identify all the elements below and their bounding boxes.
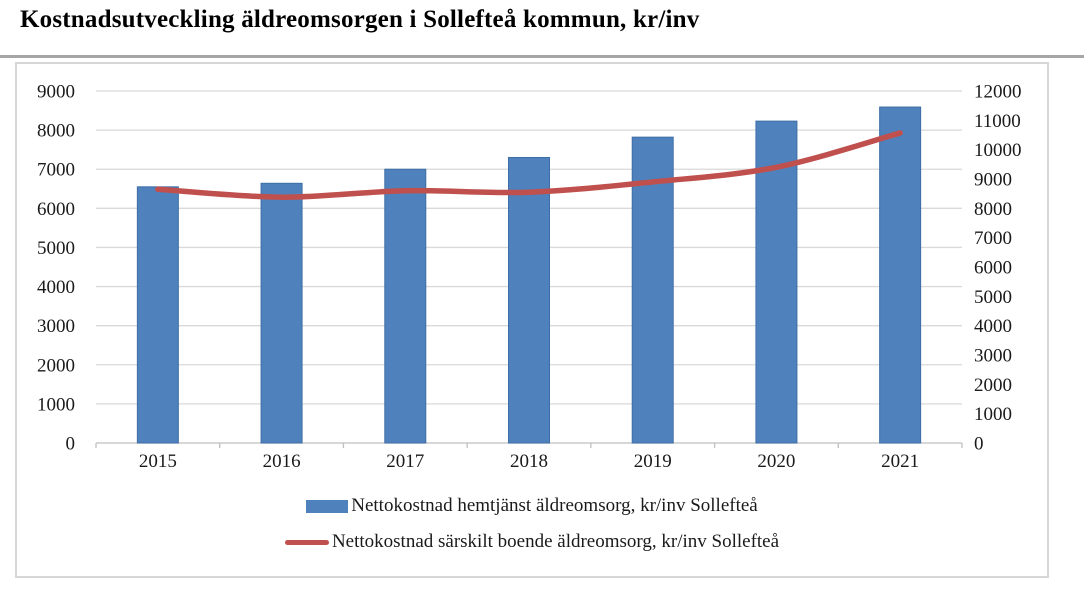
right-axis-tick-label: 3000 (974, 346, 1012, 367)
bar-2018 (508, 156, 550, 444)
bar-2016 (260, 182, 303, 444)
right-axis-tick-label: 6000 (974, 258, 1012, 279)
legend-label-bar-series: Nettokostnad hemtjänst äldreomsorg, kr/i… (351, 495, 758, 516)
bar-2020 (755, 120, 798, 444)
combo-chart-canvas: 0 1000 2000 3000 4000 5000 6000 7000 8000 9000 0 10… (37, 82, 1022, 473)
x-axis-label-2021: 2021 (881, 451, 919, 472)
right-axis-tick-label: 12000 (974, 82, 1022, 103)
bar-2017 (384, 168, 427, 444)
chart-frame: 0 1000 2000 3000 4000 5000 6000 7000 8000 9000 0 10… (15, 62, 1049, 578)
line-series-swatch-icon (284, 539, 329, 545)
right-axis-tick-label: 0 (974, 434, 984, 455)
legend-item-line-series: Nettokostnad särskilt boende äldreomsorg… (284, 531, 780, 553)
x-axis-label-2017: 2017 (386, 451, 424, 472)
x-axis-label-2019: 2019 (634, 451, 672, 472)
left-axis-tick-label: 3000 (37, 316, 75, 337)
chart-title: Kostnadsutveckling äldreomsorgen i Solle… (20, 6, 700, 33)
left-axis-tick-label: 5000 (37, 238, 75, 259)
left-axis-tick-label: 7000 (37, 160, 75, 181)
x-axis-label-2015: 2015 (139, 451, 177, 472)
right-axis-tick-label: 1000 (974, 404, 1012, 425)
bar-series-swatch-icon (306, 499, 349, 513)
bar-2021 (879, 106, 922, 444)
left-axis-tick-label: 0 (66, 434, 76, 455)
title-divider (0, 55, 1084, 58)
right-axis-tick-label: 5000 (974, 287, 1012, 308)
x-axis-label-2018: 2018 (510, 451, 548, 472)
left-axis-tick-label: 1000 (37, 394, 75, 415)
left-axis-tick-label: 9000 (37, 82, 75, 103)
right-axis-tick-label: 4000 (974, 316, 1012, 337)
legend-label-line-series: Nettokostnad särskilt boende äldreomsorg… (331, 531, 780, 552)
right-axis-tick-label: 2000 (974, 375, 1012, 396)
left-axis-tick-label: 2000 (37, 355, 75, 376)
legend-item-bar-series: Nettokostnad hemtjänst äldreomsorg, kr/i… (306, 495, 758, 517)
bar-2015 (136, 186, 179, 444)
x-axis-label-2020: 2020 (757, 451, 795, 472)
chart-legend: Nettokostnad hemtjänst äldreomsorg, kr/i… (17, 495, 1047, 553)
left-axis-tick-label: 4000 (37, 277, 75, 298)
left-axis-tick-label: 8000 (37, 121, 75, 142)
x-axis-label-2016: 2016 (263, 451, 301, 472)
right-axis-tick-label: 7000 (974, 228, 1012, 249)
right-axis-tick-label: 11000 (974, 111, 1021, 132)
right-axis-tick-label: 9000 (974, 170, 1012, 191)
bar-2019 (631, 136, 674, 444)
line-series-path (155, 130, 903, 200)
right-axis-tick-label: 10000 (974, 140, 1022, 161)
left-axis-tick-label: 6000 (37, 199, 75, 220)
right-axis-tick-label: 8000 (974, 199, 1012, 220)
